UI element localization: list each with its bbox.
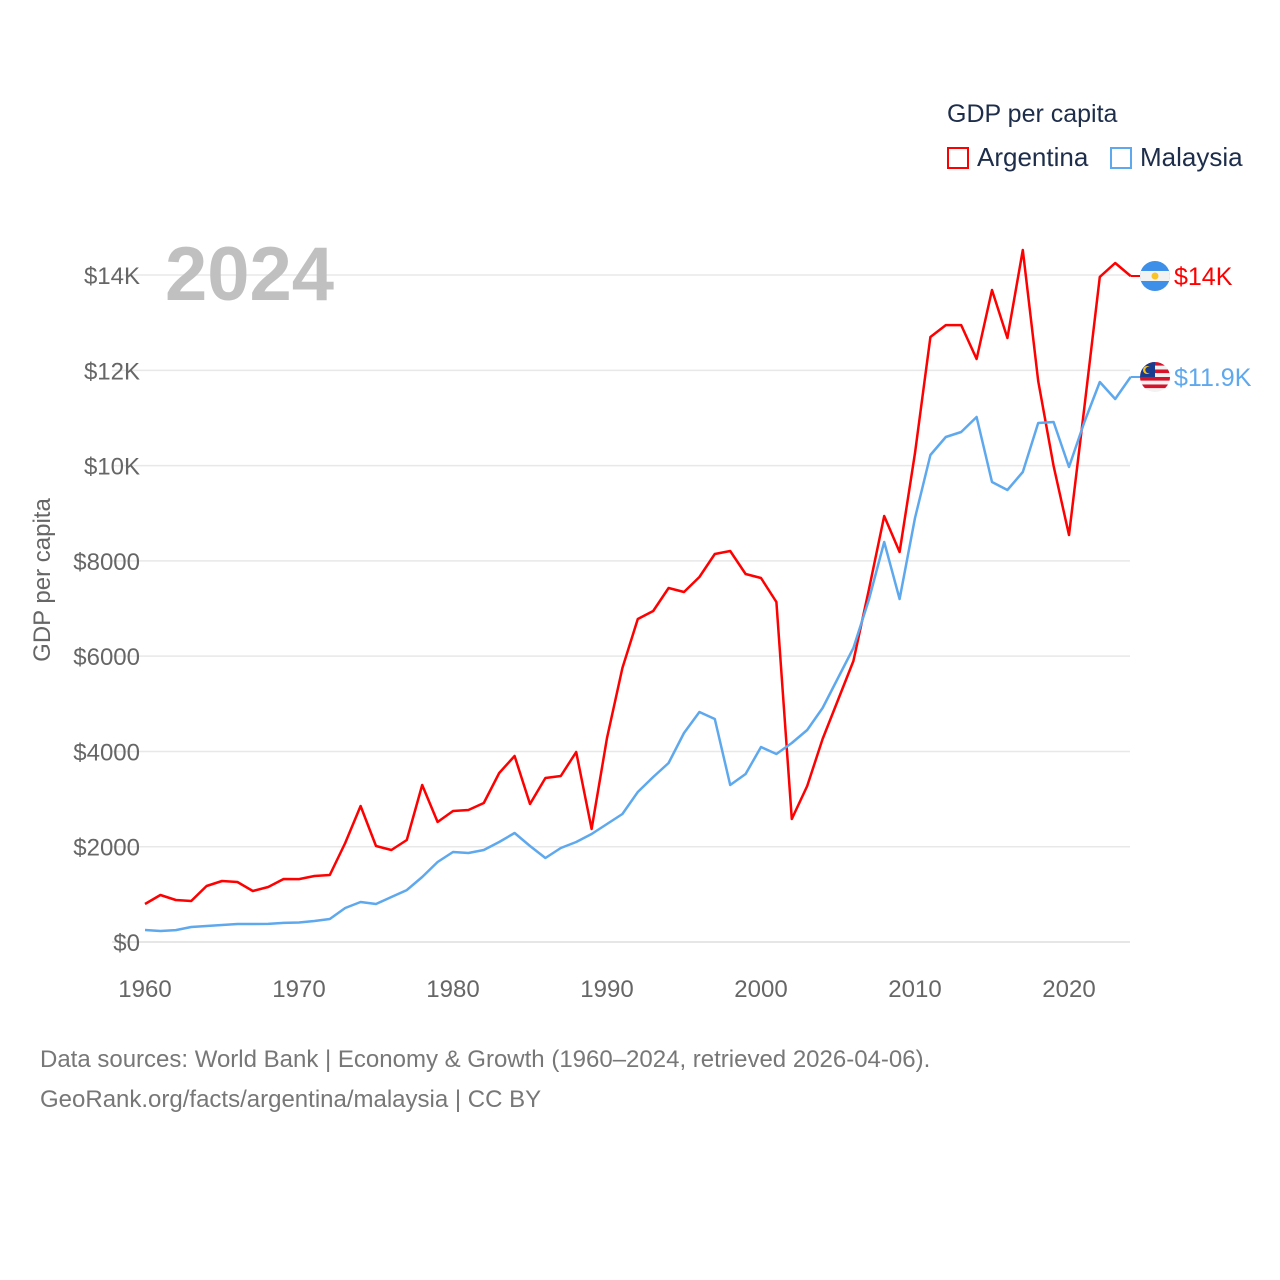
footer-sources: Data sources: World Bank | Economy & Gro… xyxy=(40,1046,931,1073)
series-line-malaysia xyxy=(144,376,1132,933)
legend-swatch-malaysia xyxy=(1110,146,1132,169)
x-tick-label: 2020 xyxy=(1042,976,1095,1003)
x-tick-label: 1960 xyxy=(118,976,171,1003)
malaysia-flag-icon xyxy=(1140,361,1170,392)
flag-stripe xyxy=(1140,380,1170,385)
series-line-argentina xyxy=(144,248,1132,906)
end-value-label: $11.9K xyxy=(1174,364,1252,392)
y-tick-label: $4000 xyxy=(73,739,140,766)
y-axis-label: GDP per capita xyxy=(29,498,56,662)
y-tick-label: $0 xyxy=(113,930,140,957)
flag-sun xyxy=(1151,272,1159,280)
legend-item-malaysia[interactable]: Malaysia xyxy=(1110,142,1243,173)
footer-link[interactable]: GeoRank.org/facts/argentina/malaysia | C… xyxy=(40,1086,542,1113)
y-tick-label: $6000 xyxy=(73,644,140,671)
x-tick-label: 1990 xyxy=(580,976,633,1003)
flag-body xyxy=(1140,260,1170,291)
y-tick-label: $12K xyxy=(84,358,140,385)
x-tick-label: 1970 xyxy=(272,976,325,1003)
y-tick-label: $8000 xyxy=(73,549,140,576)
year-watermark: 2024 xyxy=(165,232,334,317)
legend-title: GDP per capita xyxy=(947,100,1118,128)
flag-stripe xyxy=(1140,388,1170,392)
y-tick-label: $10K xyxy=(84,454,140,481)
legend-label-argentina: Argentina xyxy=(977,142,1089,172)
x-tick-label: 2010 xyxy=(888,976,941,1003)
y-tick-label: $14K xyxy=(84,263,140,290)
x-tick-label: 2000 xyxy=(734,976,787,1003)
x-tick-label: 1980 xyxy=(426,976,479,1003)
legend-swatch-argentina xyxy=(947,146,969,169)
end-value-label: $14K xyxy=(1174,263,1233,291)
legend-item-argentina[interactable]: Argentina xyxy=(947,142,1088,173)
flag-body xyxy=(1140,361,1170,392)
flag-crescent-cut xyxy=(1145,366,1152,374)
legend-label-malaysia: Malaysia xyxy=(1140,142,1243,172)
argentina-flag-icon xyxy=(1140,260,1170,291)
flag-stripe xyxy=(1140,376,1170,381)
y-tick-label: $2000 xyxy=(73,835,140,862)
flag-stripe xyxy=(1140,384,1170,389)
